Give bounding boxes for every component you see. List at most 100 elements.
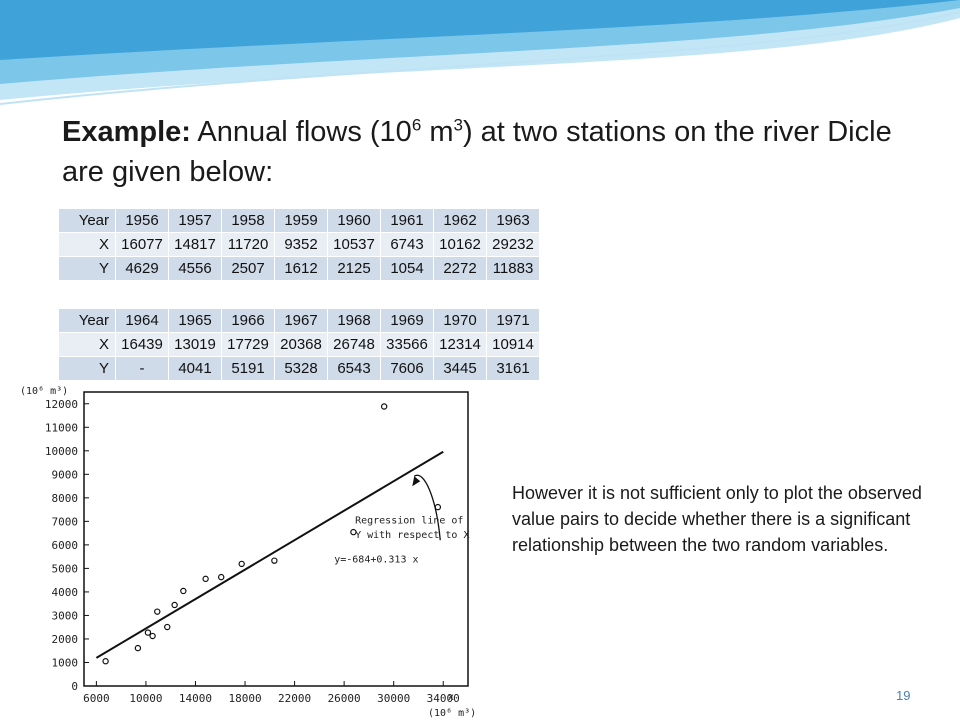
- data-point: [154, 608, 161, 615]
- x-tick-label: 34000: [427, 692, 460, 705]
- table1-row-year: Year 1956 1957 1958 1959 1960 1961 1962 1963: [58, 208, 540, 233]
- value-cell: 5191: [221, 356, 275, 381]
- value-cell: 1612: [274, 256, 328, 281]
- regression-equation: y=-684+0.313 x: [334, 555, 418, 566]
- x-tick-label: 26000: [328, 692, 361, 705]
- value-cell: 29232: [486, 232, 540, 257]
- value-cell: 1964: [115, 308, 169, 333]
- data-point: [218, 573, 225, 581]
- value-cell: 16439: [115, 332, 169, 357]
- value-cell: 6743: [380, 232, 434, 257]
- value-cell: 4041: [168, 356, 222, 381]
- value-cell: 14817: [168, 232, 222, 257]
- regression-line: [95, 450, 444, 659]
- data-point: [271, 557, 278, 564]
- data-point: [350, 528, 357, 536]
- data-point: [380, 403, 388, 410]
- title-exponent-3: 3: [453, 115, 463, 135]
- value-cell: -: [115, 356, 169, 381]
- value-cell: 3445: [433, 356, 487, 381]
- value-cell: 11720: [221, 232, 275, 257]
- value-cell: 20368: [274, 332, 328, 357]
- data-point: [144, 629, 152, 636]
- header-wave-decoration: [0, 0, 960, 105]
- wave-highlight-line: [0, 11, 960, 105]
- x-tick-label: 14000: [179, 692, 212, 705]
- flow-table-1964-1971: Year 1964 1965 1966 1967 1968 1969 1970 1971 X 164…: [58, 308, 540, 381]
- x-axis-symbol: x: [448, 692, 454, 703]
- data-point: [149, 632, 156, 640]
- value-cell: 1961: [380, 208, 434, 233]
- row-label-cell: X: [58, 332, 116, 357]
- y-tick-label: 2000: [52, 633, 79, 646]
- plot-frame: [83, 391, 469, 687]
- annotation-arrowhead: [412, 476, 421, 487]
- flow-table-1956-1963: Year 1956 1957 1958 1959 1960 1961 1962 1963 X 160…: [58, 208, 540, 281]
- x-tick-label: 22000: [278, 692, 311, 705]
- data-point: [164, 623, 171, 631]
- value-cell: 1970: [433, 308, 487, 333]
- value-cell: 6543: [327, 356, 381, 381]
- y-tick-label: 12000: [45, 398, 78, 411]
- y-tick-label: 10000: [45, 445, 78, 458]
- y-tick-label: 8000: [52, 492, 79, 505]
- value-cell: 2272: [433, 256, 487, 281]
- value-cell: 1966: [221, 308, 275, 333]
- wave-band-front: [0, 0, 960, 60]
- value-cell: 2125: [327, 256, 381, 281]
- explanation-text: However it is not sufficient only to plo…: [512, 483, 922, 555]
- y-tick-label: 11000: [45, 421, 78, 434]
- data-point: [202, 575, 209, 583]
- value-cell: 26748: [327, 332, 381, 357]
- y-tick-label: 5000: [52, 562, 79, 575]
- y-tick-label: 6000: [52, 539, 79, 552]
- value-cell: 2507: [221, 256, 275, 281]
- y-axis-unit-label: (10⁶ m³): [20, 386, 68, 397]
- value-cell: 17729: [221, 332, 275, 357]
- value-cell: 9352: [274, 232, 328, 257]
- y-tick-label: 7000: [52, 515, 79, 528]
- table2-row-x: X 16439 13019 17729 20368 26748 33566 12314 1091…: [58, 332, 540, 357]
- value-cell: 1967: [274, 308, 328, 333]
- value-cell: 1971: [486, 308, 540, 333]
- value-cell: 10537: [327, 232, 381, 257]
- x-tick-label: 6000: [83, 692, 110, 705]
- regression-scatter-chart: 0 1000 2000 3000 4000 5000 6000 7000 8000 9000 100…: [20, 386, 476, 719]
- table1-row-x: X 16077 14817 11720 9352 10537 6743 10162 29232: [58, 232, 540, 257]
- value-cell: 1957: [168, 208, 222, 233]
- title-exponent-6: 6: [411, 115, 422, 135]
- value-cell: 5328: [274, 356, 328, 381]
- table2-row-y: Y -4041 5191 5328 6543 7606 3445 3161: [58, 356, 540, 381]
- data-point: [134, 644, 142, 652]
- title-text-3: ) at two stations on the river Dicle are…: [62, 116, 892, 188]
- value-cell: 3161: [486, 356, 540, 381]
- data-point: [102, 658, 109, 665]
- data-point: [171, 601, 178, 609]
- y-tick-label: 9000: [52, 468, 79, 481]
- x-tick-label: 10000: [129, 692, 162, 705]
- value-cell: 1960: [327, 208, 381, 233]
- value-cell: 4556: [168, 256, 222, 281]
- data-point: [238, 560, 245, 568]
- title-text-1: Annual flows (10: [190, 116, 412, 148]
- value-cell: 11883: [486, 256, 540, 281]
- value-cell: 1959: [274, 208, 328, 233]
- row-label-cell: X: [58, 232, 116, 257]
- table2-row-year: Year 1964 1965 1966 1967 1968 1969 1970 1971: [58, 308, 540, 333]
- value-cell: 16077: [115, 232, 169, 257]
- value-cell: 1963: [486, 208, 540, 233]
- y-tick-label: 0: [71, 680, 78, 693]
- y-tick-label: 1000: [52, 656, 79, 669]
- value-cell: 1958: [221, 208, 275, 233]
- value-cell: 12314: [433, 332, 487, 357]
- slide-title: Example: Annual flows (106 m3) at two st…: [62, 112, 932, 192]
- title-text-2: m: [421, 116, 454, 148]
- title-example-label: Example:: [62, 116, 191, 148]
- annotation-arrow: [413, 474, 441, 541]
- value-cell: 1956: [115, 208, 169, 233]
- annotation-line-1: Regression line of: [355, 516, 463, 527]
- page-number: 19: [896, 688, 911, 703]
- row-label-cell: Y: [58, 256, 116, 281]
- row-label-cell: Year: [58, 308, 116, 333]
- value-cell: 10914: [486, 332, 540, 357]
